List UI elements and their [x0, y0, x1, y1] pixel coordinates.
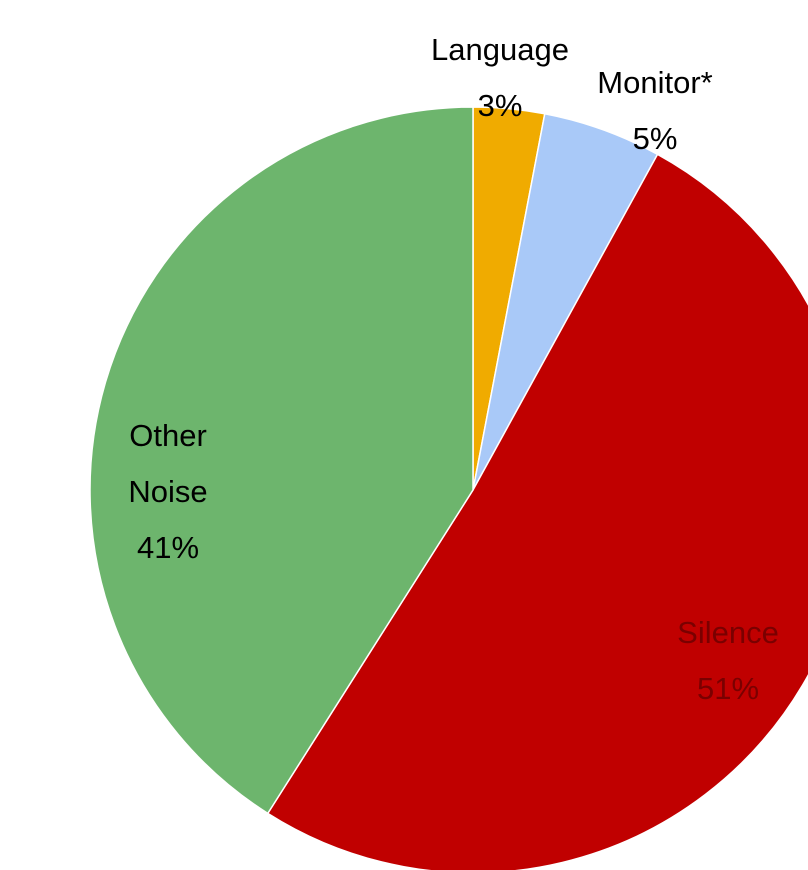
- value-label: 5%: [632, 121, 678, 156]
- slice-label: Other Noise 41%: [103, 408, 233, 576]
- category-label: Silence: [677, 615, 779, 650]
- slice-label: Monitor* 5%: [555, 55, 755, 167]
- category-label: Language: [431, 32, 569, 67]
- value-label: 41%: [136, 530, 200, 565]
- pie-slice: [266, 153, 808, 870]
- slice-label: Language 3%: [400, 22, 600, 134]
- pie-slice: [89, 106, 474, 815]
- value-label: 51%: [696, 671, 760, 706]
- value-label: 3%: [477, 88, 523, 123]
- category-label: Monitor*: [597, 65, 713, 100]
- slice-label: Silence 51%: [648, 605, 808, 717]
- category-label: Other Noise: [128, 418, 208, 509]
